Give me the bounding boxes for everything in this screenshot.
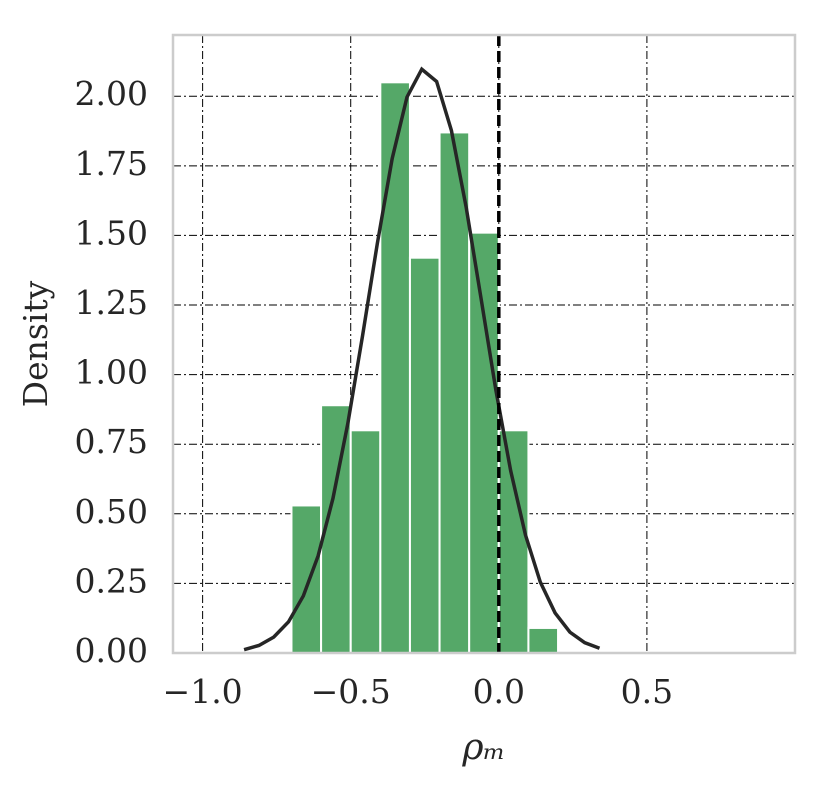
y-tick-label: 1.00 <box>75 353 148 392</box>
x-axis-label: ρₘ <box>461 727 505 768</box>
bar <box>290 504 323 655</box>
x-tick-label: 0.0 <box>473 672 525 711</box>
x-tick-label: −1.0 <box>163 672 243 711</box>
y-tick-label: 1.50 <box>75 213 148 252</box>
bar <box>497 429 530 654</box>
y-tick-label: 0.75 <box>75 422 148 461</box>
y-axis-label: Density <box>16 280 55 407</box>
bar <box>438 131 471 654</box>
x-tick-label: 0.5 <box>621 672 673 711</box>
y-tick-label: 1.75 <box>75 144 148 183</box>
bar <box>349 429 382 654</box>
y-tick-label: 0.00 <box>75 631 148 670</box>
plot-frame <box>171 33 797 655</box>
bar <box>468 231 500 654</box>
y-tick-label: 2.00 <box>75 74 148 113</box>
y-tick-label: 0.25 <box>75 561 148 600</box>
y-tick-label: 1.25 <box>75 283 148 322</box>
bar <box>379 81 411 654</box>
bar <box>527 626 560 654</box>
density-curve <box>243 66 601 652</box>
y-tick-label: 0.50 <box>75 492 148 531</box>
x-tick-label: −0.5 <box>311 672 391 711</box>
bar <box>408 256 441 654</box>
